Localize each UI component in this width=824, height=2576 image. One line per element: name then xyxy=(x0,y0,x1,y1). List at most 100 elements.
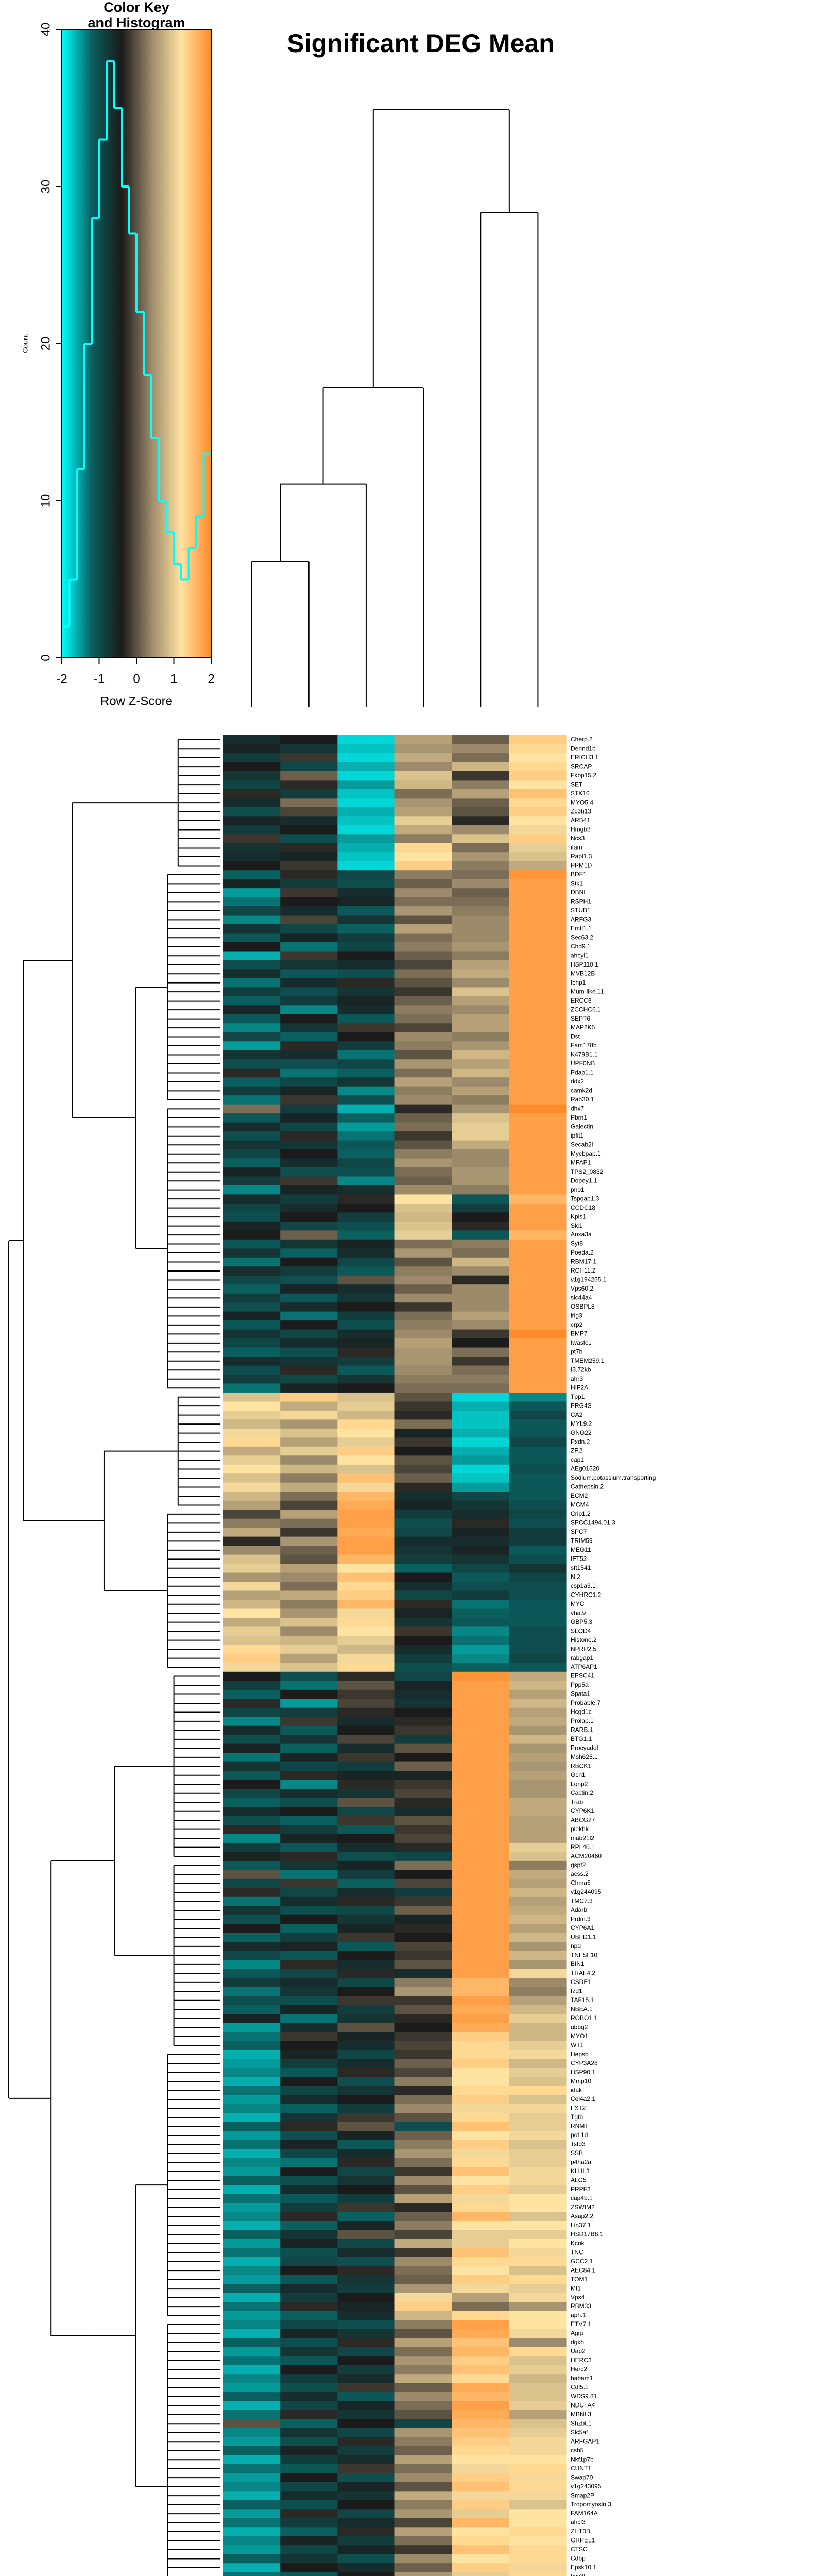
heatmap-cell xyxy=(280,978,338,988)
heatmap-cell xyxy=(280,1528,338,1537)
row-label: ddx2 xyxy=(571,1078,584,1085)
heatmap-cell xyxy=(337,2131,396,2141)
heatmap-cell xyxy=(394,2049,453,2059)
row-label: TMEM259.1 xyxy=(571,1357,605,1364)
heatmap-cell xyxy=(223,1473,281,1483)
heatmap-cell xyxy=(452,1257,510,1267)
heatmap-cell xyxy=(394,2554,453,2564)
heatmap-cell xyxy=(509,2104,567,2113)
heatmap-cell xyxy=(509,735,567,745)
heatmap-cell xyxy=(223,2122,281,2131)
heatmap-cell xyxy=(452,2329,510,2338)
heatmap-cell xyxy=(280,789,338,799)
heatmap-cell xyxy=(452,2059,510,2069)
heatmap-cell xyxy=(394,2428,453,2438)
heatmap-cell xyxy=(337,1375,396,1384)
heatmap-cell xyxy=(337,1906,396,1916)
heatmap-cell xyxy=(394,2031,453,2042)
heatmap-cell xyxy=(223,2572,281,2576)
heatmap-cell xyxy=(452,2356,510,2366)
heatmap-cell xyxy=(394,1375,453,1384)
heatmap-cell xyxy=(280,2221,338,2231)
heatmap-cell xyxy=(337,789,396,799)
heatmap-cell xyxy=(280,1924,338,1934)
row-label: Lin37.1 xyxy=(571,2222,591,2229)
heatmap-cell xyxy=(394,1528,453,1537)
heatmap-cell xyxy=(509,1518,567,1528)
heatmap-cell xyxy=(223,1365,281,1375)
heatmap-cell xyxy=(509,2320,567,2330)
heatmap-cell xyxy=(452,2194,510,2204)
heatmap-cell xyxy=(509,1275,567,1285)
heatmap-cell xyxy=(223,798,281,808)
heatmap-cell xyxy=(452,2491,510,2501)
heatmap-cell xyxy=(337,1203,396,1213)
heatmap-cell xyxy=(337,2158,396,2167)
heatmap-cell xyxy=(509,924,567,934)
heatmap-cell xyxy=(394,2122,453,2131)
row-label: Cathepsin.2 xyxy=(571,1483,604,1490)
heatmap-cell xyxy=(280,1635,338,1645)
heatmap-cell xyxy=(223,2284,281,2294)
heatmap-cell xyxy=(509,1257,567,1267)
heatmap-cell xyxy=(337,1780,396,1789)
heatmap-cell xyxy=(394,1617,453,1628)
heatmap-cell xyxy=(337,2491,396,2501)
heatmap-cell xyxy=(394,1221,453,1231)
heatmap-cell xyxy=(337,2049,396,2059)
heatmap-cell xyxy=(280,2545,338,2555)
heatmap-cell xyxy=(452,1176,510,1186)
heatmap-cell xyxy=(280,2401,338,2411)
heatmap-cell xyxy=(280,1878,338,1888)
heatmap-cell xyxy=(223,1428,281,1438)
heatmap-cell xyxy=(280,1582,338,1591)
heatmap-cell xyxy=(280,1510,338,1519)
heatmap-cell xyxy=(509,1383,567,1393)
heatmap-cell xyxy=(280,2140,338,2149)
heatmap-cell xyxy=(337,2113,396,2123)
heatmap-cell xyxy=(452,1068,510,1078)
row-label: EPSC41 xyxy=(571,1672,594,1680)
heatmap-cell xyxy=(509,1969,567,1978)
heatmap-cell xyxy=(509,2221,567,2231)
heatmap-cell xyxy=(509,1798,567,1807)
heatmap-cell xyxy=(452,1293,510,1303)
heatmap-cell xyxy=(280,1095,338,1105)
heatmap-cell xyxy=(280,2023,338,2032)
heatmap-cell xyxy=(509,1338,567,1348)
row-label: camk2d xyxy=(571,1087,592,1094)
heatmap-cell xyxy=(337,1717,396,1726)
heatmap-cell xyxy=(337,2185,396,2195)
heatmap-cell xyxy=(509,1528,567,1537)
heatmap-cell xyxy=(223,1617,281,1628)
row-label: RCH11.2 xyxy=(571,1267,596,1274)
heatmap-cell xyxy=(394,1582,453,1591)
row-label: Cdbp xyxy=(571,2555,586,2562)
heatmap-cell xyxy=(394,888,453,898)
heatmap-cell xyxy=(509,1077,567,1087)
heatmap-cell xyxy=(394,1645,453,1654)
heatmap-cell xyxy=(394,1275,453,1285)
heatmap-cell xyxy=(509,753,567,763)
row-label: Sodium.potassium.transporting xyxy=(571,1474,656,1481)
heatmap-cell xyxy=(452,1302,510,1312)
heatmap-cell xyxy=(280,2014,338,2024)
heatmap-cell xyxy=(280,2059,338,2069)
heatmap-cell xyxy=(452,1951,510,1960)
heatmap-cell xyxy=(337,870,396,880)
heatmap-cell xyxy=(337,1185,396,1195)
heatmap-cell xyxy=(337,1645,396,1654)
row-label: Gcn1 xyxy=(571,1771,586,1778)
heatmap-cell xyxy=(337,2464,396,2474)
row-label: ARB41 xyxy=(571,817,590,824)
heatmap-cell xyxy=(509,1068,567,1078)
heatmap-cell xyxy=(280,1590,338,1600)
row-label: Trab xyxy=(571,1798,583,1805)
row-label: Prdm.3 xyxy=(571,1916,591,1923)
heatmap-cell xyxy=(394,2185,453,2195)
heatmap-cell xyxy=(394,1924,453,1934)
heatmap-cell xyxy=(280,1735,338,1744)
row-label: ATP6AP1 xyxy=(571,1663,597,1670)
heatmap-cell xyxy=(223,1392,281,1402)
heatmap-cell xyxy=(452,1194,510,1204)
